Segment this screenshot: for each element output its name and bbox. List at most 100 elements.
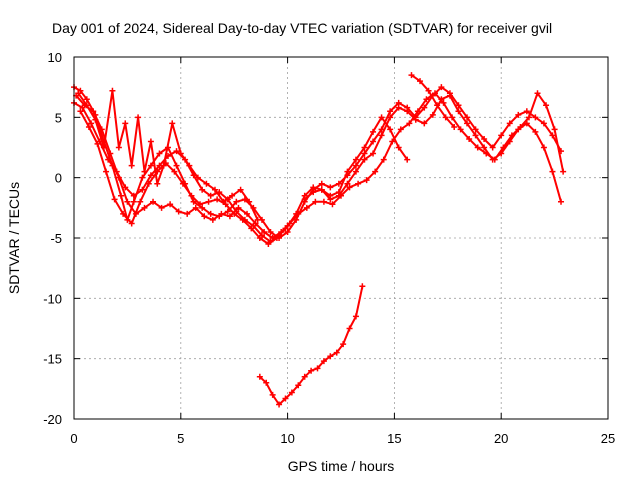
data-point-marker <box>361 156 368 163</box>
data-point-marker <box>186 162 193 169</box>
data-point-marker <box>417 78 424 85</box>
data-point-marker <box>128 162 135 169</box>
data-point-marker <box>551 126 558 133</box>
data-point-marker <box>515 111 522 118</box>
data-point-marker <box>429 111 436 118</box>
data-point-marker <box>107 150 114 157</box>
data-point-marker <box>387 108 394 115</box>
data-point-marker <box>440 99 447 106</box>
chart-title: Day 001 of 2024, Sidereal Day-to-day VTE… <box>52 20 552 36</box>
data-point-marker <box>94 140 101 147</box>
data-point-marker <box>340 341 347 348</box>
data-point-marker <box>327 184 334 191</box>
data-point-marker <box>534 90 541 97</box>
series-arc-4 <box>75 87 261 223</box>
series-arc-7 <box>408 72 458 130</box>
data-point-marker <box>408 72 415 79</box>
data-point-marker <box>109 87 116 94</box>
data-point-marker <box>111 196 118 203</box>
data-point-marker <box>472 132 479 139</box>
data-point-marker <box>141 168 148 175</box>
data-point-marker <box>222 201 229 208</box>
data-point-marker <box>248 225 255 232</box>
data-point-marker <box>124 198 131 205</box>
data-point-marker <box>327 192 334 199</box>
data-point-marker <box>455 108 462 115</box>
data-point-marker <box>352 156 359 163</box>
data-point-marker <box>308 367 315 374</box>
data-point-marker <box>312 198 319 205</box>
series-arc-2 <box>71 84 565 241</box>
data-point-marker <box>224 208 231 215</box>
data-point-marker <box>540 144 547 151</box>
data-point-marker <box>517 123 524 130</box>
data-point-marker <box>483 150 490 157</box>
data-point-marker <box>150 198 157 205</box>
series-arc-8 <box>256 283 366 408</box>
data-point-marker <box>239 216 246 223</box>
data-point-marker <box>122 120 129 127</box>
data-point-marker <box>421 104 428 111</box>
data-point-marker <box>141 204 148 211</box>
y-axis-title: SDTVAR / TECUs <box>6 182 22 294</box>
data-point-marker <box>303 204 310 211</box>
data-point-marker <box>442 114 449 121</box>
data-point-marker <box>218 210 225 217</box>
data-point-marker <box>498 132 505 139</box>
y-tick-label: 10 <box>48 50 62 65</box>
data-point-marker <box>523 108 530 115</box>
data-point-marker <box>267 228 274 235</box>
series-arc-1 <box>71 92 565 245</box>
data-point-marker <box>314 365 321 372</box>
data-point-marker <box>203 180 210 187</box>
x-tick-label: 5 <box>177 431 184 446</box>
data-point-marker <box>154 180 161 187</box>
series-line <box>73 94 562 243</box>
data-point-marker <box>395 144 402 151</box>
data-point-marker <box>320 358 327 365</box>
x-tick-label: 25 <box>601 431 615 446</box>
data-point-marker <box>115 174 122 181</box>
data-point-marker <box>117 192 124 199</box>
data-point-marker <box>301 373 308 380</box>
data-point-marker <box>446 90 453 97</box>
data-point-marker <box>85 123 92 130</box>
data-point-marker <box>414 108 421 115</box>
data-point-marker <box>120 210 127 217</box>
y-tick-label: -10 <box>43 291 62 306</box>
data-point-marker <box>335 189 342 196</box>
data-point-marker <box>404 156 411 163</box>
data-point-marker <box>139 174 146 181</box>
data-point-marker <box>207 192 214 199</box>
y-tick-label: -20 <box>43 412 62 427</box>
data-traces <box>71 72 567 408</box>
data-point-marker <box>244 210 251 217</box>
data-point-marker <box>352 313 359 320</box>
data-point-marker <box>532 114 539 121</box>
data-point-marker <box>344 168 351 175</box>
data-point-marker <box>256 373 263 380</box>
data-point-marker <box>173 162 180 169</box>
data-point-marker <box>397 126 404 133</box>
data-point-marker <box>169 120 176 127</box>
data-point-marker <box>549 168 556 175</box>
y-tick-label: -5 <box>50 231 62 246</box>
y-tick-label: -15 <box>43 352 62 367</box>
data-point-marker <box>361 150 368 157</box>
x-tick-label: 15 <box>387 431 401 446</box>
data-point-marker <box>246 198 253 205</box>
data-point-marker <box>352 162 359 169</box>
data-point-marker <box>532 128 539 135</box>
data-point-marker <box>395 99 402 106</box>
data-point-marker <box>75 90 82 97</box>
data-point-marker <box>359 283 366 290</box>
y-tick-label: 0 <box>55 171 62 186</box>
data-point-marker <box>177 150 184 157</box>
data-point-marker <box>451 123 458 130</box>
data-point-marker <box>491 156 498 163</box>
data-point-marker <box>327 353 334 360</box>
data-point-marker <box>466 136 473 143</box>
data-point-marker <box>464 120 471 127</box>
data-point-marker <box>83 102 90 109</box>
data-point-marker <box>363 177 370 184</box>
